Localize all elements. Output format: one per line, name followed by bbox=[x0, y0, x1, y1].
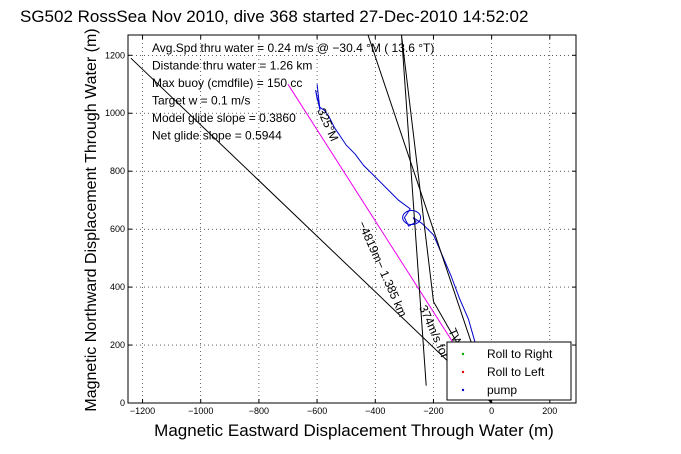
series-line-3 bbox=[130, 57, 492, 403]
y-tick-label: 800 bbox=[110, 166, 125, 176]
legend: Roll to Right Roll to Left pump bbox=[446, 341, 572, 401]
y-tick-label: 1000 bbox=[105, 108, 125, 118]
x-tick-label: −1200 bbox=[130, 406, 155, 416]
x-tick-label: −600 bbox=[307, 406, 327, 416]
legend-entry: Roll to Right bbox=[487, 347, 553, 361]
info-box: Avg.Spd thru water = 0.24 m/s @ −30.4 °M… bbox=[152, 41, 434, 143]
info-line: Distande thru water = 1.26 km bbox=[152, 59, 312, 73]
info-line: Max buoy (cmdfile) = 150 cc bbox=[152, 76, 302, 90]
x-tick-label: −400 bbox=[365, 406, 385, 416]
legend-entry: Roll to Left bbox=[487, 365, 545, 379]
x-tick-label: 0 bbox=[489, 406, 494, 416]
info-line: Avg.Spd thru water = 0.24 m/s @ −30.4 °M… bbox=[152, 41, 434, 55]
x-tick-label: −1000 bbox=[188, 406, 213, 416]
series-line-0 bbox=[315, 84, 493, 403]
track-loop bbox=[402, 210, 422, 226]
grid bbox=[128, 35, 576, 404]
info-line: Target w = 0.1 m/s bbox=[152, 94, 250, 108]
x-axis-ticks: −1200 −1000 −800 −600 −400 −200 0 200 bbox=[130, 35, 557, 416]
legend-entry: pump bbox=[487, 383, 517, 397]
legend-marker bbox=[461, 352, 465, 356]
legend-marker bbox=[461, 388, 465, 392]
x-axis-label: Magnetic Eastward Displacement Through W… bbox=[154, 421, 554, 440]
y-tick-label: 1200 bbox=[105, 50, 125, 60]
legend-marker bbox=[461, 370, 465, 374]
y-axis-label: Magnetic Northward Displacement Through … bbox=[83, 28, 100, 411]
y-tick-label: 0 bbox=[120, 398, 125, 408]
y-axis-ticks: 0 200 400 600 800 1000 1200 bbox=[105, 50, 576, 408]
x-tick-label: 200 bbox=[542, 406, 557, 416]
y-tick-label: 400 bbox=[110, 282, 125, 292]
chart-title: SG502 RossSea Nov 2010, dive 368 started… bbox=[20, 7, 528, 26]
x-tick-label: −800 bbox=[249, 406, 269, 416]
y-tick-label: 200 bbox=[110, 340, 125, 350]
y-tick-label: 600 bbox=[110, 224, 125, 234]
x-tick-label: −200 bbox=[423, 406, 443, 416]
info-line: Net glide slope = 0.5944 bbox=[152, 129, 282, 143]
legend-box bbox=[446, 341, 572, 401]
info-line: Model glide slope = 0.3860 bbox=[152, 111, 296, 125]
